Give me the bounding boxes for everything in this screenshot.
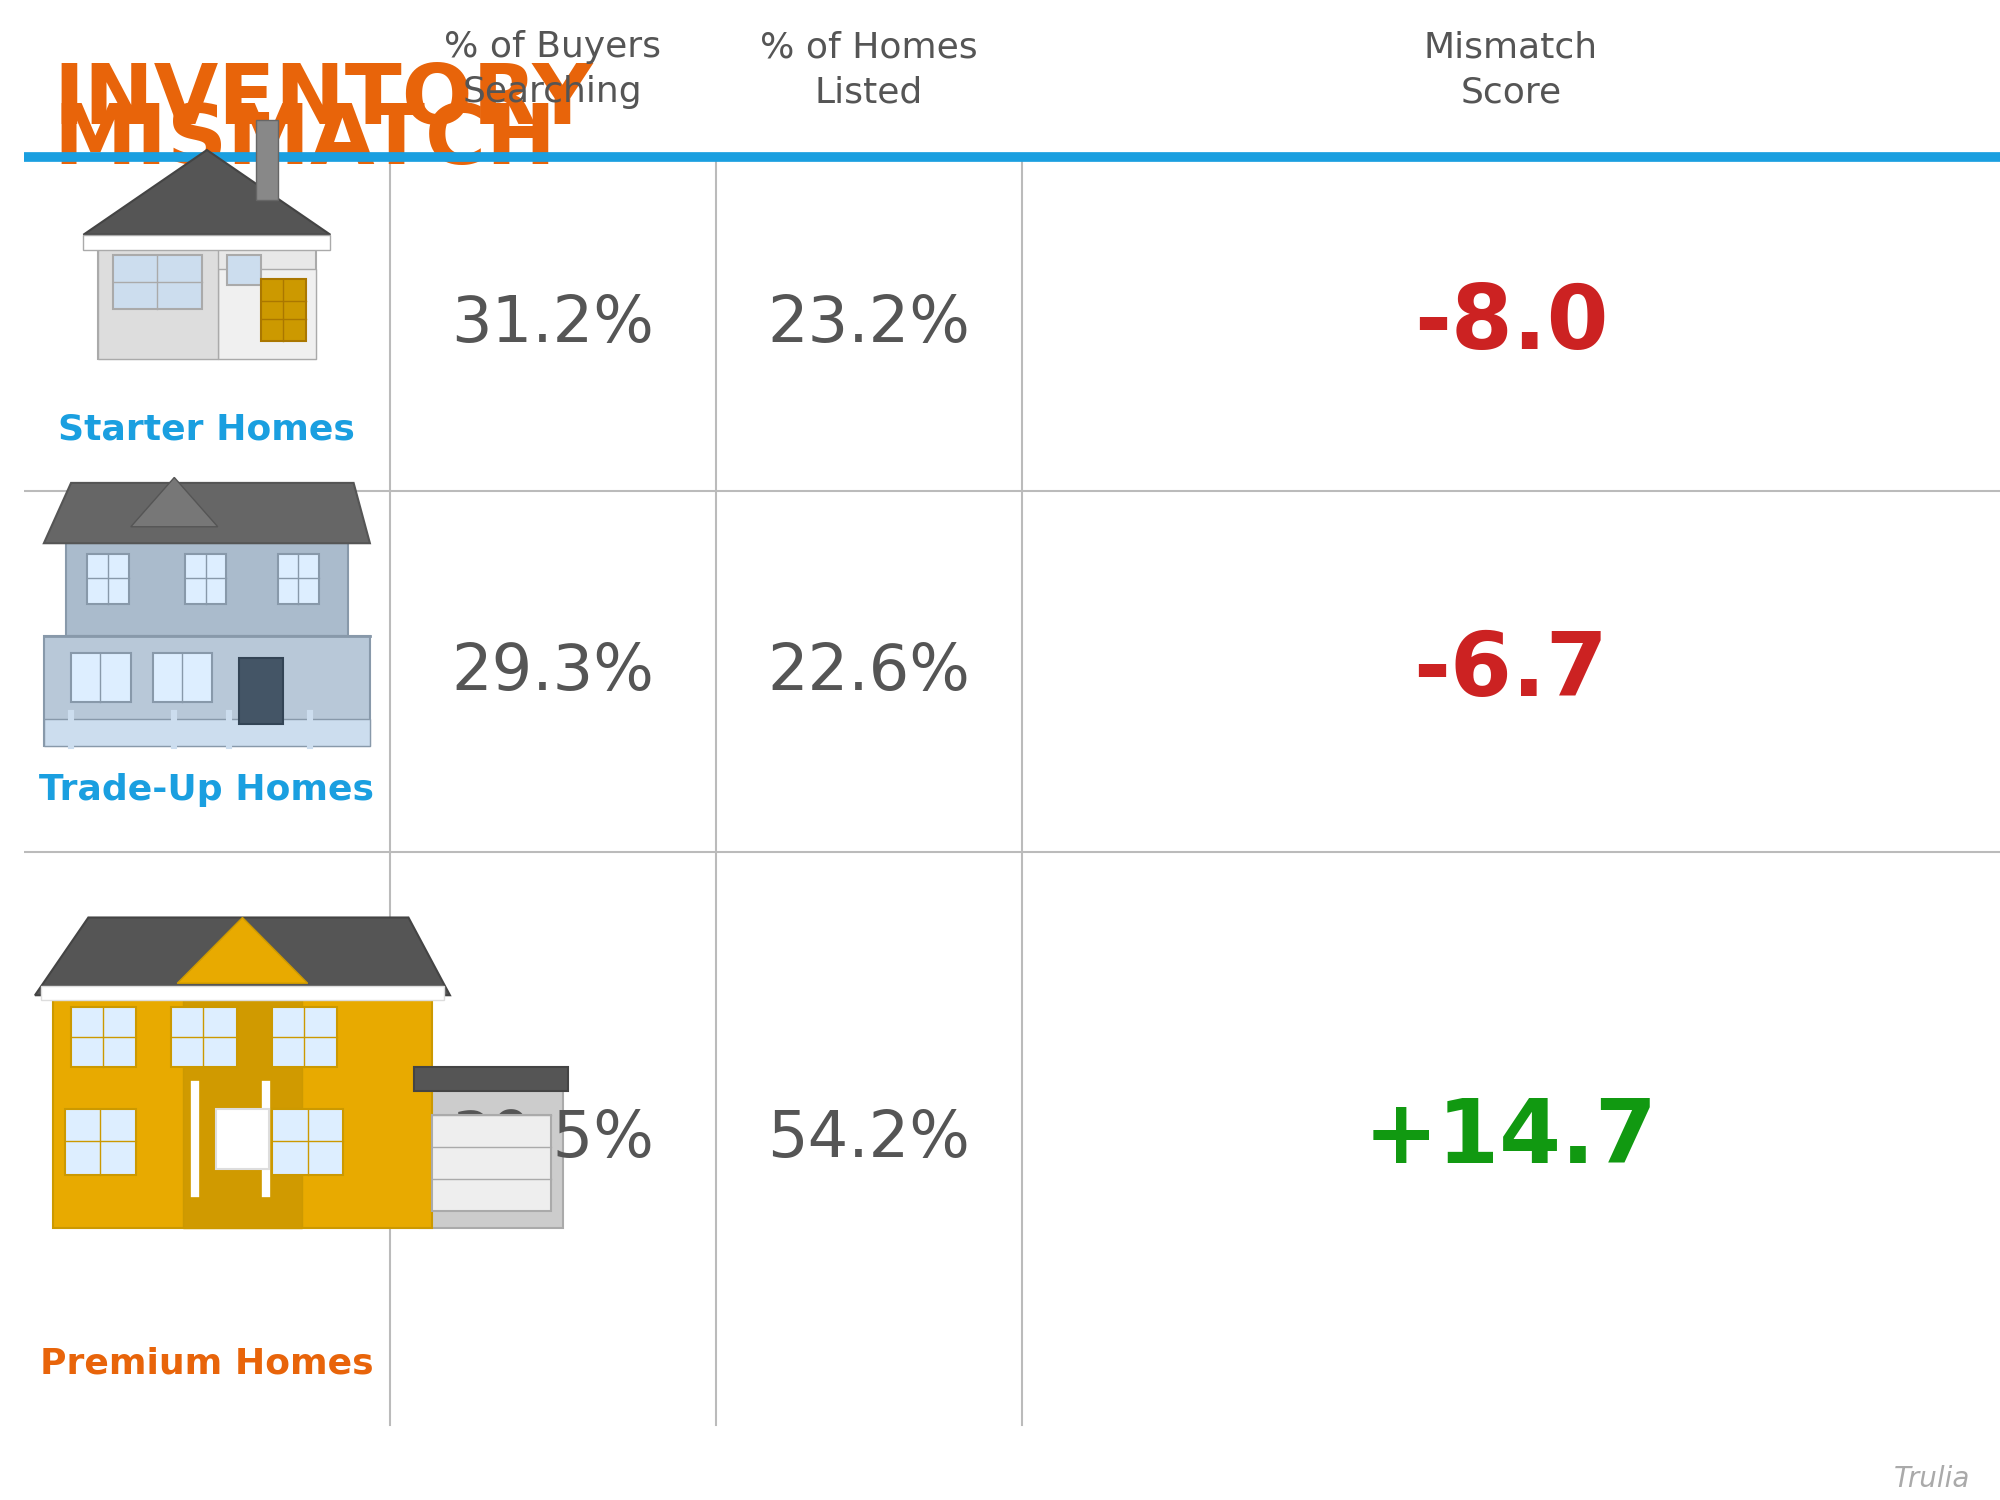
Text: Starter Homes: Starter Homes	[58, 413, 356, 447]
Text: 39.5%: 39.5%	[452, 1108, 654, 1170]
FancyBboxPatch shape	[184, 990, 302, 1228]
FancyBboxPatch shape	[114, 255, 202, 309]
Text: % of Buyers
Searching: % of Buyers Searching	[444, 30, 662, 109]
FancyBboxPatch shape	[432, 1114, 550, 1210]
FancyBboxPatch shape	[272, 1007, 338, 1066]
FancyBboxPatch shape	[98, 230, 218, 360]
Text: 23.2%: 23.2%	[768, 294, 970, 356]
Text: -8.0: -8.0	[1414, 280, 1608, 368]
FancyBboxPatch shape	[262, 279, 306, 340]
FancyBboxPatch shape	[420, 1084, 562, 1228]
FancyBboxPatch shape	[186, 554, 226, 603]
FancyBboxPatch shape	[240, 658, 282, 724]
Polygon shape	[44, 483, 370, 543]
FancyBboxPatch shape	[52, 990, 432, 1228]
FancyBboxPatch shape	[98, 230, 316, 360]
Text: 54.2%: 54.2%	[768, 1108, 970, 1170]
Text: MISMATCH: MISMATCH	[54, 99, 556, 180]
FancyBboxPatch shape	[226, 255, 262, 285]
FancyBboxPatch shape	[256, 120, 278, 200]
Text: % of Homes
Listed: % of Homes Listed	[760, 30, 978, 109]
Polygon shape	[84, 234, 330, 249]
Text: 22.6%: 22.6%	[768, 640, 970, 704]
Polygon shape	[178, 918, 308, 984]
Text: Trulia: Trulia	[1894, 1466, 1970, 1492]
Polygon shape	[34, 918, 450, 995]
Text: -6.7: -6.7	[1414, 628, 1608, 716]
Text: +14.7: +14.7	[1364, 1095, 1658, 1182]
FancyBboxPatch shape	[278, 554, 318, 603]
Polygon shape	[84, 150, 330, 234]
Text: INVENTORY: INVENTORY	[54, 60, 594, 141]
Text: Premium Homes: Premium Homes	[40, 1347, 374, 1380]
FancyBboxPatch shape	[88, 554, 128, 603]
FancyBboxPatch shape	[64, 1108, 136, 1174]
Text: 31.2%: 31.2%	[452, 294, 654, 356]
FancyBboxPatch shape	[152, 652, 212, 702]
FancyBboxPatch shape	[172, 1007, 236, 1066]
FancyBboxPatch shape	[44, 636, 370, 746]
FancyBboxPatch shape	[66, 537, 348, 636]
FancyBboxPatch shape	[40, 986, 444, 1000]
FancyBboxPatch shape	[44, 718, 370, 746]
Text: Mismatch
Score: Mismatch Score	[1424, 30, 1598, 109]
Polygon shape	[130, 477, 218, 526]
Polygon shape	[414, 1066, 568, 1090]
FancyBboxPatch shape	[70, 1007, 136, 1066]
FancyBboxPatch shape	[272, 1108, 344, 1174]
FancyBboxPatch shape	[72, 652, 130, 702]
FancyBboxPatch shape	[218, 268, 316, 360]
Text: Trade-Up Homes: Trade-Up Homes	[40, 774, 374, 807]
FancyBboxPatch shape	[216, 1108, 268, 1168]
Text: 29.3%: 29.3%	[452, 640, 654, 704]
